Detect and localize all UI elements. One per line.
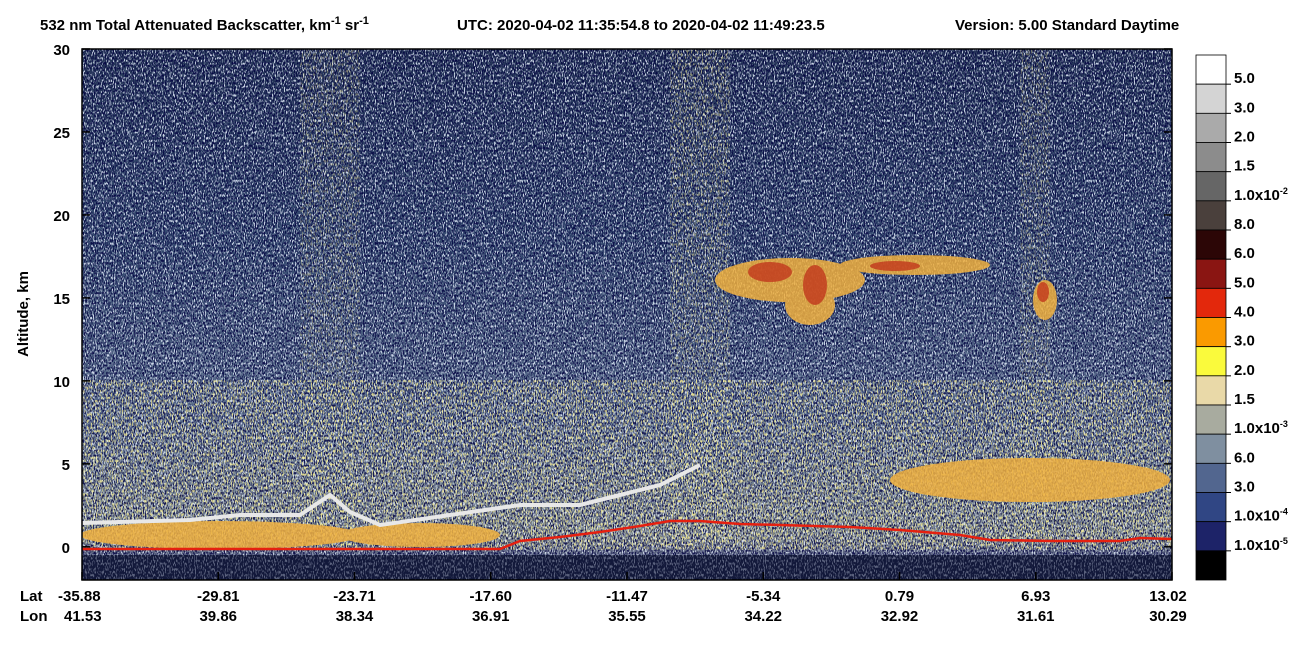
colorbar-label-text: 1.5 — [1234, 391, 1255, 408]
lat-tick-label: 0.79 — [885, 588, 914, 605]
colorbar-label-exp: -4 — [1280, 507, 1288, 517]
colorbar-label-text: 2.0 — [1234, 129, 1255, 146]
y-tick-label: 0 — [62, 540, 70, 557]
lat-tick-label: 13.02 — [1149, 588, 1187, 605]
lon-tick-label: 36.91 — [472, 608, 510, 625]
colorbar-swatch — [1195, 83, 1227, 114]
colorbar-swatch — [1195, 229, 1227, 260]
lat-tick-label: -29.81 — [197, 588, 240, 605]
lon-tick-label: 31.61 — [1017, 608, 1055, 625]
lon-tick-label: 38.34 — [336, 608, 374, 625]
colorbar-swatch — [1195, 171, 1227, 202]
colorbar-swatch — [1195, 258, 1227, 289]
colorbar-label: 2.0 — [1234, 129, 1255, 146]
lat-tick-label: -23.71 — [333, 588, 376, 605]
lon-tick-label: 35.55 — [608, 608, 646, 625]
colorbar-label-text: 8.0 — [1234, 216, 1255, 233]
title-utc: UTC: 2020-04-02 11:35:54.8 to 2020-04-02… — [457, 17, 825, 34]
colorbar-label-exp: -5 — [1280, 536, 1288, 546]
colorbar-swatch — [1195, 521, 1227, 552]
lat-label: Lat — [20, 588, 43, 605]
title-text: 532 nm Total Attenuated Backscatter, km-… — [40, 15, 369, 34]
y-tick-label: 15 — [53, 291, 70, 308]
colorbar-swatch — [1195, 112, 1227, 143]
colorbar-swatch — [1195, 404, 1227, 435]
colorbar-swatch — [1195, 462, 1227, 493]
title-version: Version: 5.00 Standard Daytime — [955, 17, 1179, 34]
lat-tick-label: -5.34 — [746, 588, 781, 605]
colorbar-label: 8.0 — [1234, 216, 1255, 233]
colorbar-label: 1.5 — [1234, 158, 1255, 175]
colorbar-label-text: 6.0 — [1234, 245, 1255, 262]
colorbar-label-text: 5.0 — [1234, 274, 1255, 291]
colorbar-swatch — [1195, 200, 1227, 231]
colorbar-label-exp: -2 — [1280, 186, 1288, 196]
colorbar-label: 5.0 — [1234, 274, 1255, 291]
lon-tick-label: 32.92 — [881, 608, 919, 625]
colorbar-label: 5.0 — [1234, 70, 1255, 87]
title-part: sr — [341, 17, 360, 34]
y-tick-label: 10 — [53, 374, 70, 391]
colorbar-label: 4.0 — [1234, 304, 1255, 321]
title: 532 nm Total Attenuated Backscatter, km-… — [40, 15, 1179, 34]
colorbar-label-exp: -3 — [1280, 419, 1288, 429]
colorbar-label-text: 5.0 — [1234, 70, 1255, 87]
colorbar-label-text: 2.0 — [1234, 362, 1255, 379]
title-superscript: -1 — [359, 15, 369, 27]
lon-tick-label: 30.29 — [1149, 608, 1187, 625]
lat-tick-label: 6.93 — [1021, 588, 1050, 605]
colorbar-label-text: 1.0x10 — [1234, 420, 1280, 437]
colorbar-label-text: 1.5 — [1234, 158, 1255, 175]
colorbar-label-text: 1.0x10 — [1234, 187, 1280, 204]
colorbar-label-text: 6.0 — [1234, 449, 1255, 466]
colorbar-label: 1.5 — [1234, 391, 1255, 408]
colorbar-swatch — [1195, 54, 1227, 85]
lat-tick-label: -35.88 — [58, 588, 101, 605]
lon-label: Lon — [20, 608, 48, 625]
y-axis-label: Altitude, km — [15, 271, 32, 357]
colorbar-swatch — [1195, 375, 1227, 406]
colorbar-label-text: 1.0x10 — [1234, 537, 1280, 554]
colorbar-swatch — [1195, 287, 1227, 318]
colorbar-label: 6.0 — [1234, 449, 1255, 466]
colorbar-label: 2.0 — [1234, 362, 1255, 379]
colorbar-label-text: 3.0 — [1234, 333, 1255, 350]
title-superscript: -1 — [331, 15, 341, 27]
colorbar-label-text: 1.0x10 — [1234, 508, 1280, 525]
colorbar: 5.03.02.01.51.0x10-28.06.05.04.03.02.01.… — [1195, 54, 1288, 581]
colorbar-label-text: 3.0 — [1234, 479, 1255, 496]
colorbar-swatch — [1195, 492, 1227, 523]
colorbar-label-text: 4.0 — [1234, 304, 1255, 321]
y-tick-label: 20 — [53, 208, 70, 225]
colorbar-label: 3.0 — [1234, 479, 1255, 496]
colorbar-label-text: 3.0 — [1234, 99, 1255, 116]
colorbar-label: 6.0 — [1234, 245, 1255, 262]
backscatter-image — [82, 49, 1172, 580]
colorbar-swatch — [1195, 550, 1227, 581]
colorbar-swatch — [1195, 433, 1227, 464]
lat-tick-label: -17.60 — [469, 588, 512, 605]
colorbar-label: 1.0x10-3 — [1234, 419, 1288, 437]
colorbar-label: 1.0x10-5 — [1234, 536, 1288, 554]
colorbar-swatch — [1195, 142, 1227, 173]
axes: 0 5 10 15 20 25 30 -35.88 41.53 -29.81 39.86 -23.71… — [53, 42, 1186, 625]
colorbar-label: 3.0 — [1234, 99, 1255, 116]
colorbar-swatch — [1195, 346, 1227, 377]
y-tick-label: 30 — [53, 42, 70, 59]
colorbar-label: 3.0 — [1234, 333, 1255, 350]
y-tick-label: 5 — [62, 457, 70, 474]
colorbar-swatch — [1195, 317, 1227, 348]
colorbar-label: 1.0x10-4 — [1234, 507, 1288, 525]
lon-tick-label: 34.22 — [744, 608, 782, 625]
lat-tick-label: -11.47 — [606, 588, 648, 605]
y-tick-label: 25 — [53, 125, 70, 142]
colorbar-label: 1.0x10-2 — [1234, 186, 1288, 204]
lon-tick-label: 41.53 — [64, 608, 102, 625]
title-part: 532 nm Total Attenuated Backscatter, km — [40, 17, 331, 34]
lon-tick-label: 39.86 — [199, 608, 237, 625]
